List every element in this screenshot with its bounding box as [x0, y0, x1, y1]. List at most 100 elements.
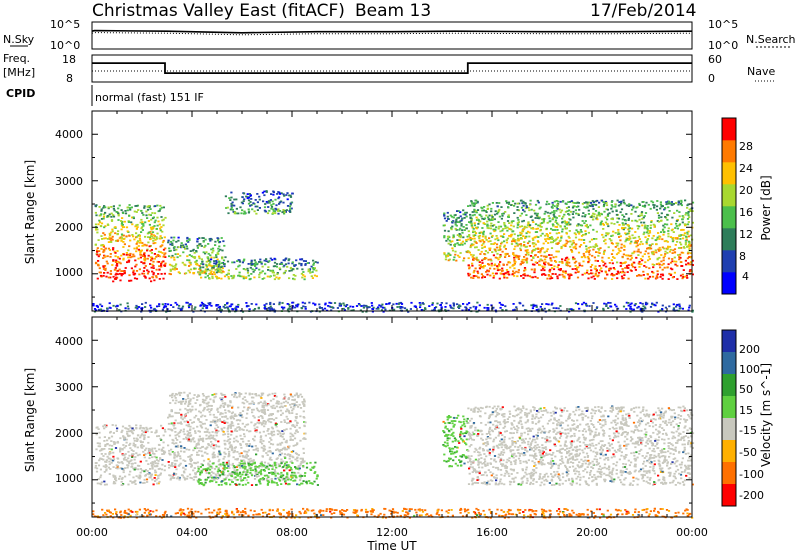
velocity-cell — [94, 464, 97, 467]
power-cell — [617, 272, 620, 275]
velocity-cell — [190, 463, 193, 466]
power-cell — [209, 272, 212, 274]
power-cell — [600, 270, 603, 273]
power-cell — [304, 306, 307, 308]
power-cell — [572, 257, 575, 260]
power-cell — [602, 228, 605, 230]
power-cell — [689, 234, 692, 237]
velocity-cell — [115, 479, 118, 482]
power-cell — [284, 269, 287, 272]
power-cell — [157, 255, 160, 257]
power-cell — [568, 237, 571, 239]
velocity-cell — [195, 476, 198, 478]
power-cell — [296, 305, 299, 308]
power-cell — [215, 254, 218, 257]
power-cell — [155, 268, 158, 271]
velocity-cell — [197, 465, 200, 468]
power-cell — [98, 250, 101, 252]
power-cell — [94, 205, 97, 208]
power-cell — [302, 271, 305, 273]
power-cell — [118, 204, 121, 207]
velocity-cell — [98, 459, 101, 462]
power-cell — [143, 267, 146, 269]
velocity-cell — [186, 420, 189, 423]
velocity-cell — [249, 460, 252, 463]
velocity-cell — [186, 395, 189, 397]
power-cell — [669, 261, 673, 264]
power-cell — [133, 272, 137, 275]
power-cell — [171, 242, 174, 245]
velocity-cell — [303, 416, 306, 419]
power-cell — [127, 221, 130, 223]
power-cell — [141, 255, 145, 257]
power-cell — [590, 272, 593, 275]
velocity-cell — [253, 416, 256, 419]
power-cell — [158, 261, 161, 263]
power-cell — [616, 307, 620, 310]
velocity-cell — [140, 443, 144, 446]
velocity-cell — [231, 411, 234, 414]
power-cell — [248, 308, 251, 311]
power-cell — [233, 204, 236, 207]
power-cell — [480, 244, 484, 247]
power-cell — [688, 247, 691, 250]
velocity-cell — [226, 421, 229, 424]
power-cell — [572, 308, 575, 311]
power-cell — [144, 259, 147, 262]
power-cell — [580, 230, 583, 233]
power-cell — [483, 245, 486, 248]
power-cell — [511, 264, 514, 267]
power-cell — [210, 267, 214, 270]
power-cell — [231, 261, 234, 264]
power-cell — [137, 234, 140, 237]
power-cell — [294, 274, 297, 277]
velocity-cell — [146, 430, 149, 433]
power-cell — [574, 209, 577, 212]
power-cell — [443, 212, 446, 215]
velocity-cell — [218, 475, 221, 478]
power-cell — [660, 220, 663, 222]
power-cell — [188, 239, 191, 241]
power-cell — [162, 224, 165, 227]
velocity-cell — [269, 437, 272, 439]
power-cell — [214, 262, 217, 265]
velocity-cell — [299, 464, 302, 467]
power-cell — [95, 228, 98, 231]
power-cell — [458, 228, 461, 231]
velocity-cell — [223, 394, 226, 396]
velocity-cell — [250, 396, 254, 399]
velocity-cell — [261, 404, 264, 407]
power-cell — [577, 223, 580, 225]
power-cell — [568, 201, 572, 203]
power-cell — [136, 223, 139, 226]
power-cell — [152, 240, 155, 242]
power-cell — [494, 309, 497, 312]
power-cell — [664, 250, 667, 253]
power-cell — [150, 258, 153, 261]
power-cell — [168, 247, 171, 250]
power-cell — [217, 304, 220, 306]
velocity-cell — [303, 400, 306, 403]
power-cell — [554, 219, 558, 222]
power-cell — [207, 252, 210, 255]
power-cell — [456, 234, 459, 236]
velocity-cell — [102, 455, 105, 457]
velocity-cell — [290, 460, 293, 463]
power-cell — [199, 269, 202, 272]
velocity-cell — [174, 397, 177, 399]
power-cell — [621, 277, 624, 280]
power-cell — [516, 275, 519, 278]
power-cell — [273, 274, 276, 277]
power-cell — [96, 231, 99, 234]
power-cell — [482, 266, 485, 269]
velocity-cell — [113, 442, 116, 445]
power-cell — [528, 275, 532, 278]
power-cell — [614, 205, 617, 208]
power-cell — [593, 246, 596, 249]
power-cell — [602, 253, 605, 255]
power-cell — [150, 228, 153, 231]
velocity-cell — [227, 426, 230, 429]
power-cell — [451, 221, 454, 224]
velocity-cell — [139, 481, 142, 484]
power-cell — [509, 234, 513, 236]
